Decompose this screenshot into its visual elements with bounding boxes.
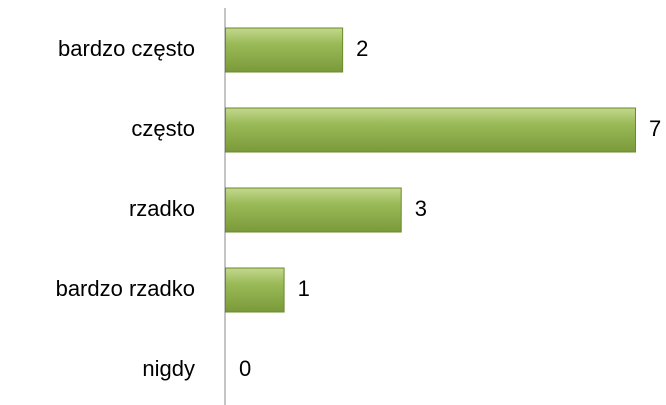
- data-label: 0: [239, 356, 251, 381]
- y-tick-label: rzadko: [129, 196, 195, 221]
- y-tick-label: często: [131, 116, 195, 141]
- data-label: 1: [298, 276, 310, 301]
- bar: [225, 187, 402, 233]
- data-label: 7: [649, 116, 661, 141]
- bar: [225, 107, 636, 153]
- bar: [225, 27, 344, 73]
- data-label: 2: [356, 36, 368, 61]
- y-tick-label: bardzo często: [58, 36, 195, 61]
- y-tick-label: bardzo rzadko: [56, 276, 195, 301]
- y-tick-label: nigdy: [142, 356, 195, 381]
- data-label: 3: [415, 196, 427, 221]
- bar: [225, 267, 285, 313]
